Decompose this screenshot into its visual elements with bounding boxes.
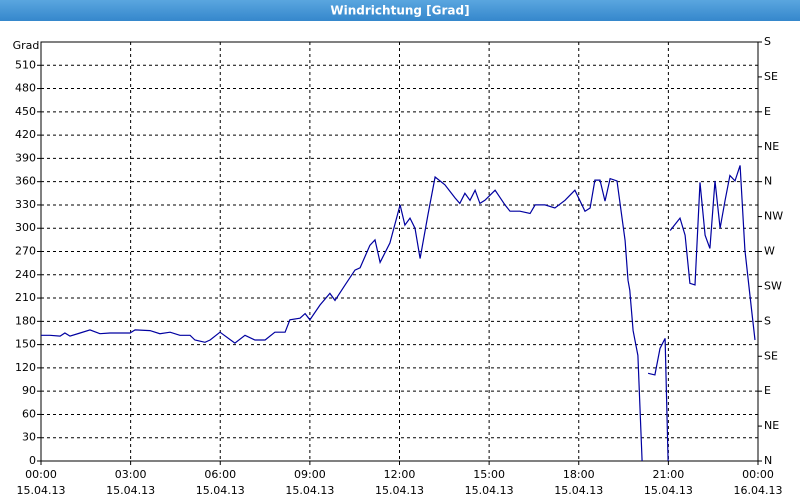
x-tick-date: 15.04.13	[17, 484, 66, 497]
x-tick-date: 15.04.13	[375, 484, 424, 497]
y2-tick-label: N	[764, 454, 772, 467]
x-tick-label: 09:00	[294, 468, 326, 481]
x-tick-date: 15.04.13	[465, 484, 514, 497]
y2-tick-label: NE	[764, 140, 779, 153]
y-tick-label: 390	[15, 151, 36, 164]
y2-tick-label: N	[764, 175, 772, 188]
x-tick-date: 15.04.13	[106, 484, 155, 497]
y-tick-label: 420	[15, 128, 36, 141]
x-tick-label: 15:00	[473, 468, 505, 481]
x-tick-label: 03:00	[115, 468, 147, 481]
x-tick-label: 18:00	[563, 468, 595, 481]
y2-tick-label: S	[764, 35, 771, 48]
y-tick-label: 450	[15, 105, 36, 118]
x-tick-label: 21:00	[653, 468, 685, 481]
y-tick-label: 510	[15, 58, 36, 71]
title-bar	[0, 0, 800, 21]
y-tick-label: 180	[15, 314, 36, 327]
y2-tick-label: E	[764, 384, 771, 397]
y2-tick-label: E	[764, 105, 771, 118]
x-tick-date: 15.04.13	[196, 484, 245, 497]
y-tick-label: 120	[15, 361, 36, 374]
y-tick-label: 0	[29, 454, 36, 467]
y-tick-label: 210	[15, 291, 36, 304]
x-tick-date: 16.04.13	[734, 484, 783, 497]
x-tick-label: 06:00	[204, 468, 236, 481]
x-tick-date: 15.04.13	[285, 484, 334, 497]
y2-tick-label: SE	[764, 70, 778, 83]
x-tick-date: 15.04.13	[554, 484, 603, 497]
x-tick-label: 00:00	[25, 468, 57, 481]
y-tick-label: 270	[15, 245, 36, 258]
y2-tick-label: SW	[764, 279, 782, 292]
y-tick-label: 330	[15, 198, 36, 211]
y-tick-label: 90	[22, 384, 36, 397]
y2-tick-label: NE	[764, 419, 779, 432]
y2-tick-label: SE	[764, 349, 778, 362]
data-line	[41, 165, 756, 462]
y-tick-label: 360	[15, 175, 36, 188]
x-tick-label: 12:00	[384, 468, 416, 481]
y-tick-label: 300	[15, 221, 36, 234]
y2-tick-label: W	[764, 245, 775, 258]
chart-title: Windrichtung [Grad]	[330, 4, 469, 18]
y-axis-label: Grad	[13, 39, 40, 52]
y-tick-label: 150	[15, 338, 36, 351]
y-tick-label: 60	[22, 407, 36, 420]
y2-tick-label: NW	[764, 210, 783, 223]
y2-tick-label: S	[764, 314, 771, 327]
x-tick-date: 15.04.13	[644, 484, 693, 497]
y-tick-label: 30	[22, 431, 36, 444]
y-tick-label: 240	[15, 268, 36, 281]
y-tick-label: 480	[15, 82, 36, 95]
x-tick-label: 00:00	[742, 468, 774, 481]
